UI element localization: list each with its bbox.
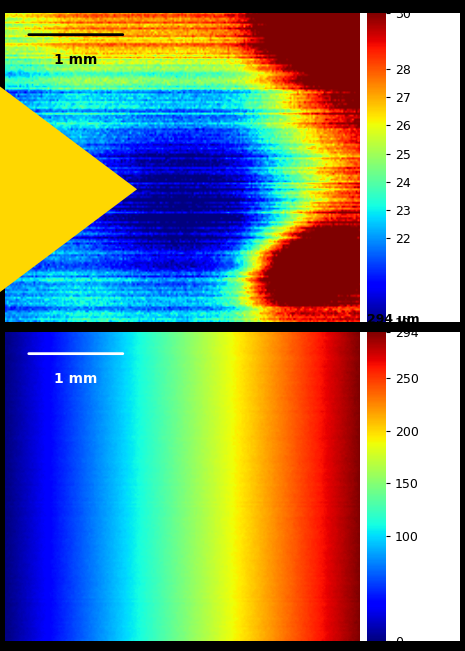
Text: 294 μm: 294 μm	[367, 313, 420, 326]
Text: 1 mm: 1 mm	[54, 53, 98, 67]
Text: 30 nA: 30 nA	[367, 0, 408, 7]
Text: 1 mm: 1 mm	[54, 372, 98, 386]
